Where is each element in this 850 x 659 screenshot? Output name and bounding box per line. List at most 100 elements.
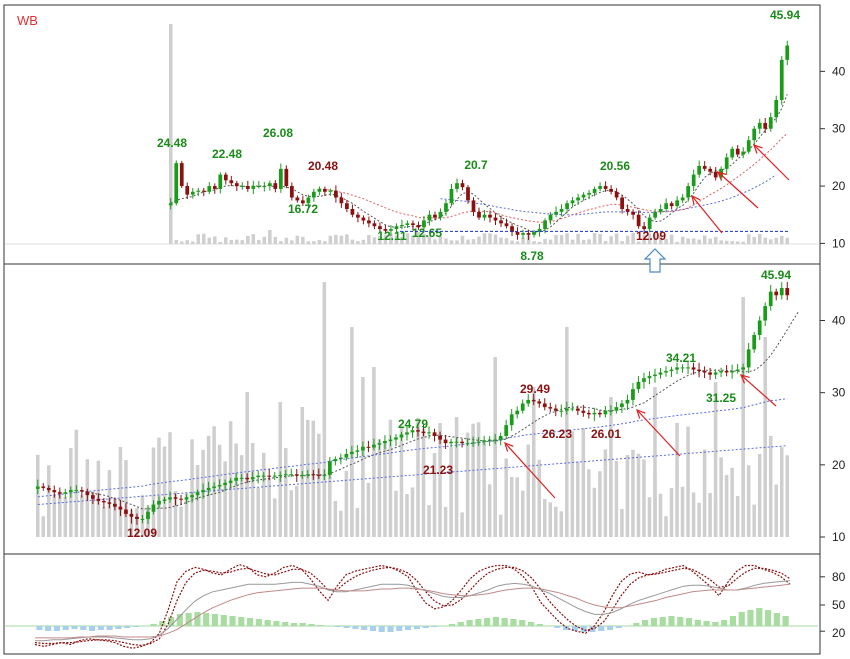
oscillator-histogram-bar <box>211 614 219 626</box>
volume-bar <box>323 241 327 244</box>
candle-up <box>757 122 762 129</box>
candle-down <box>356 214 360 218</box>
oscillator-histogram-bar <box>703 621 710 626</box>
volume-bar <box>609 236 613 244</box>
volume-bar <box>548 502 553 537</box>
oscillator-histogram-bar <box>475 619 482 626</box>
candle-up <box>559 208 564 212</box>
candle-down <box>471 200 476 212</box>
volume-bar <box>510 240 514 244</box>
volume-bar <box>620 241 624 244</box>
volume-bar <box>531 387 536 537</box>
candle-down <box>289 186 294 198</box>
volume-bar <box>173 491 178 537</box>
candle-up <box>405 223 410 226</box>
volume-bar <box>658 235 663 244</box>
candle-down <box>488 214 492 218</box>
candle-down <box>179 498 183 500</box>
volume-bar <box>196 234 201 244</box>
oscillator-histogram-bar <box>729 616 737 626</box>
volume-bar <box>284 237 289 244</box>
volume-bar <box>515 241 520 244</box>
volume-bar <box>686 238 690 244</box>
volume-bar <box>741 241 745 244</box>
volume-bar <box>80 495 84 537</box>
candle-up <box>498 435 503 440</box>
candle-up <box>735 369 740 372</box>
volume-bar <box>339 235 344 244</box>
volume-bar <box>74 429 79 537</box>
candle-up <box>168 203 173 206</box>
candle-down <box>597 412 602 415</box>
oscillator-histogram-bar <box>527 622 535 626</box>
volume-bar <box>251 234 256 244</box>
volume-bar <box>779 235 784 244</box>
candle-up <box>768 117 773 129</box>
volume-bar <box>207 237 212 244</box>
volume-bar <box>631 449 635 537</box>
volume-bar <box>339 510 343 537</box>
candle-down <box>90 495 95 499</box>
oscillator-histogram-bar <box>598 626 605 631</box>
candle-up <box>774 100 779 118</box>
oscillator-histogram-bar <box>747 610 754 626</box>
volume-bar <box>239 455 244 537</box>
oscillator-histogram-bar <box>580 626 587 632</box>
volume-bar <box>669 488 674 537</box>
candle-up <box>283 474 288 476</box>
volume-bar <box>691 492 696 537</box>
volume-bar <box>735 241 740 244</box>
volume-bar <box>245 392 249 537</box>
volume-bar <box>614 233 619 244</box>
volume-bar <box>438 236 443 244</box>
trend-arrowhead <box>739 374 750 384</box>
volume-bar <box>697 239 701 244</box>
candle-down <box>294 474 299 476</box>
candle-up <box>400 225 404 227</box>
candle-down <box>52 490 57 493</box>
candle-down <box>372 223 377 227</box>
volume-bar <box>416 232 421 244</box>
volume-bar <box>697 502 701 537</box>
candle-up <box>570 200 575 204</box>
volume-bar <box>620 508 624 537</box>
oscillator-histogram-bar <box>519 620 526 626</box>
volume-bar <box>411 235 415 244</box>
candle-up <box>603 410 608 415</box>
candle-down <box>173 497 178 499</box>
volume-bar <box>47 465 51 537</box>
volume-bar <box>394 235 399 244</box>
volume-bar <box>493 357 497 537</box>
candle-up <box>262 186 267 188</box>
middle-panel: 10 20 30 40 45.94 12.09 24.79 21.23 29.49 26.23 26… <box>35 268 846 544</box>
candle-up <box>746 140 751 152</box>
candle-up <box>355 450 360 452</box>
price-annotation: 16.72 <box>288 202 318 216</box>
oscillator-histogram-bar <box>71 626 78 629</box>
volume-bar <box>581 428 586 537</box>
volume-bar <box>250 442 255 537</box>
candle-up <box>664 371 668 373</box>
candle-up <box>537 229 542 232</box>
oscillator-histogram-bar <box>150 624 157 626</box>
volume-bar <box>190 439 194 537</box>
volume-bar <box>405 233 410 244</box>
candle-up <box>785 45 790 60</box>
candle-down <box>669 203 674 207</box>
volume-bar <box>388 419 393 537</box>
candle-down <box>416 225 421 228</box>
volume-bar <box>246 235 250 244</box>
volume-bar <box>730 241 734 244</box>
volume-bar <box>498 514 503 537</box>
ma-mid-line <box>319 132 788 223</box>
candle-up <box>752 334 757 350</box>
volume-bar <box>768 436 773 537</box>
candle-down <box>460 183 465 188</box>
oscillator-histogram-bar <box>457 622 464 626</box>
volume-bar <box>592 487 597 537</box>
candle-up <box>752 128 757 141</box>
bottom-panel: 20 50 80 <box>5 563 846 649</box>
volume-bar <box>312 241 316 244</box>
candle-up <box>741 151 746 155</box>
oscillator-histogram-bar <box>36 626 43 630</box>
